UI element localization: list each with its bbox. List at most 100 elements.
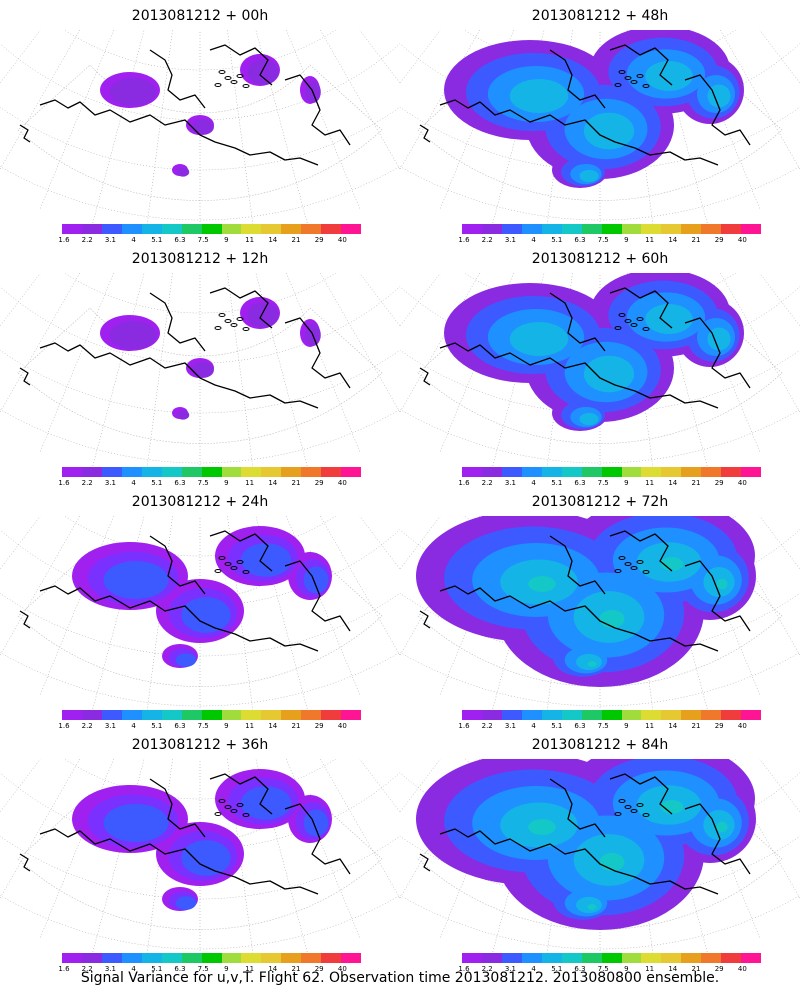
coastline [439, 99, 719, 166]
colorbar-segment [741, 710, 762, 720]
island-outline [236, 74, 244, 78]
island-outline [642, 570, 650, 574]
colorbar-label: 29 [714, 965, 724, 973]
variance-shading [579, 412, 599, 426]
colorbar-label: 21 [691, 965, 701, 973]
meridian-gridline [40, 759, 114, 938]
variance-shading [579, 169, 599, 183]
island-outline [242, 813, 250, 817]
meridian-gridline [92, 516, 145, 711]
colorbar-segment [141, 710, 162, 720]
island-outline [242, 570, 250, 574]
colorbar-label: 7.5 [597, 236, 609, 244]
meridian-gridline [255, 273, 308, 468]
variance-shading [716, 821, 728, 833]
variance-shading [103, 803, 169, 843]
island-outline [214, 812, 222, 816]
meridian-gridline [359, 759, 400, 813]
meridian-gridline [319, 759, 400, 899]
colorbar-segment [62, 953, 82, 963]
island-outline [636, 803, 644, 807]
colorbar-segment [561, 710, 582, 720]
colorbar-segment [581, 224, 602, 234]
colorbar-label: 29 [314, 722, 324, 730]
colorbar-segment [561, 467, 582, 477]
variance-shading [109, 77, 157, 107]
colorbar-segment [721, 710, 742, 720]
variance-shading [247, 59, 279, 85]
meridian-gridline [227, 30, 254, 225]
colorbar-label: 9 [224, 722, 229, 730]
colorbar-segment [621, 224, 642, 234]
coastline [684, 803, 751, 875]
colorbar-segment [141, 953, 162, 963]
colorbar-segment [561, 953, 582, 963]
meridian-gridline [0, 759, 41, 813]
variance-shading [192, 362, 214, 378]
variance-shading [660, 800, 684, 814]
meridian-gridline [0, 30, 41, 84]
meridian-gridline [40, 30, 114, 209]
colorbar-label: 21 [291, 722, 301, 730]
colorbar-segment [141, 467, 162, 477]
coastline [284, 560, 351, 632]
colorbar-segment [601, 224, 622, 234]
colorbar-segment [341, 224, 362, 234]
island-outline [218, 799, 226, 803]
panel-title: 2013081212 + 60h [531, 251, 669, 267]
panel-title: 2013081212 + 72h [531, 494, 669, 510]
colorbar-segment [621, 467, 642, 477]
colorbar-label: 3.1 [504, 236, 516, 244]
colorbar-label: 3.1 [104, 479, 116, 487]
colorbar-segment [301, 224, 322, 234]
meridian-gridline [146, 516, 173, 711]
colorbar-label: 1.6 [458, 965, 470, 973]
variance-shading [240, 543, 292, 577]
figure-caption: Signal Variance for u,v,T. Flight 62. Ob… [80, 970, 720, 986]
colorbar-segment [261, 953, 282, 963]
map-panel: 2013081212 + 60h 1.6 2.2 3.1 4 5.1 6.3 7.5 9 11 14… [400, 243, 800, 493]
colorbar-label: 29 [314, 965, 324, 973]
coastline [419, 367, 431, 386]
meridian-gridline [719, 759, 800, 899]
colorbar-segment [81, 710, 102, 720]
colorbar-label: 40 [737, 965, 747, 973]
colorbar-segment [581, 710, 602, 720]
island-outline [230, 566, 238, 570]
colorbar-segment [641, 467, 662, 477]
colorbar-label: 9 [624, 965, 629, 973]
map-panel: 2013081212 + 48h 1.6 2.2 3.1 4 5.1 6.3 7.5 9 11 14… [400, 0, 800, 250]
polar-map [400, 273, 800, 468]
meridian-gridline [719, 30, 800, 170]
colorbar-label: 1.6 [458, 722, 470, 730]
polar-map [0, 30, 400, 225]
colorbar-label: 29 [714, 236, 724, 244]
colorbar-label: 4 [531, 236, 536, 244]
island-outline [214, 326, 222, 330]
variance-shading [716, 578, 728, 590]
colorbar-label: 5.1 [551, 965, 563, 973]
colorbar-segment [301, 953, 322, 963]
colorbar-segment [141, 224, 162, 234]
colorbar-label: 11 [645, 236, 655, 244]
colorbar-labels: 1.6 2.2 3.1 4 5.1 6.3 7.5 9 11 14 21 29 40 [452, 236, 772, 246]
colorbar-label: 6.3 [174, 722, 186, 730]
colorbar-label: 40 [337, 479, 347, 487]
colorbar [62, 467, 362, 477]
colorbar-label: 9 [224, 236, 229, 244]
meridian-gridline [146, 759, 173, 954]
coastline [19, 124, 31, 143]
colorbar-segment [281, 710, 302, 720]
colorbar [462, 710, 762, 720]
colorbar-label: 5.1 [551, 722, 563, 730]
colorbar-label: 5.1 [151, 479, 163, 487]
colorbar-segment [721, 953, 742, 963]
colorbar-segment [121, 710, 142, 720]
colorbar-label: 3.1 [104, 236, 116, 244]
colorbar-segment [341, 953, 362, 963]
meridian-gridline [286, 273, 360, 452]
colorbar-segment [281, 224, 302, 234]
coastline [39, 342, 319, 409]
colorbar-segment [501, 467, 522, 477]
colorbar-label: 21 [691, 236, 701, 244]
